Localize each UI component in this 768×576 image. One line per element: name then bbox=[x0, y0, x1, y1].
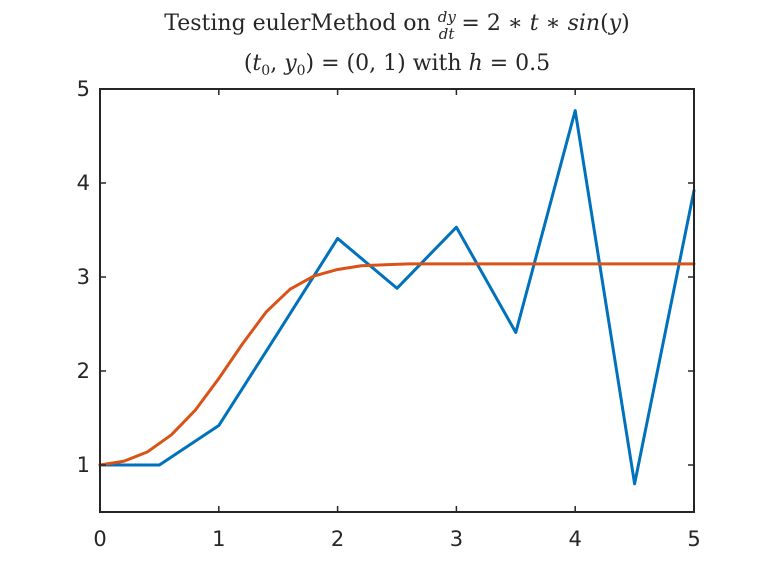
chart-title-line-2: (t0, y0) = (0, 1) with h = 0.5 bbox=[244, 51, 550, 79]
x-tick-label: 1 bbox=[212, 527, 225, 551]
title-fraction-dydt: dy bbox=[438, 8, 457, 26]
x-tick-label: 0 bbox=[93, 527, 106, 551]
series-line-1 bbox=[98, 109, 696, 486]
y-tick-label: 5 bbox=[77, 77, 90, 101]
plot-area: 0 1 2 3 4 5 1 2 3 4 5 bbox=[77, 77, 701, 551]
ticks-layer bbox=[99, 88, 695, 512]
y-tick-label: 4 bbox=[77, 171, 90, 195]
x-tick-label: 5 bbox=[687, 527, 700, 551]
x-tick-label: 4 bbox=[569, 527, 582, 551]
y-tick-label: 1 bbox=[77, 453, 90, 477]
x-tick-label: 3 bbox=[450, 527, 463, 551]
x-tick-label: 2 bbox=[331, 527, 344, 551]
series-line-2 bbox=[98, 262, 696, 467]
y-tick-label: 3 bbox=[77, 265, 90, 289]
y-tick-labels: 1 2 3 4 5 bbox=[77, 77, 90, 477]
series-layer bbox=[98, 109, 696, 486]
x-tick-labels: 0 1 2 3 4 5 bbox=[93, 527, 700, 551]
y-tick-label: 2 bbox=[77, 359, 90, 383]
axes-box bbox=[99, 88, 695, 513]
